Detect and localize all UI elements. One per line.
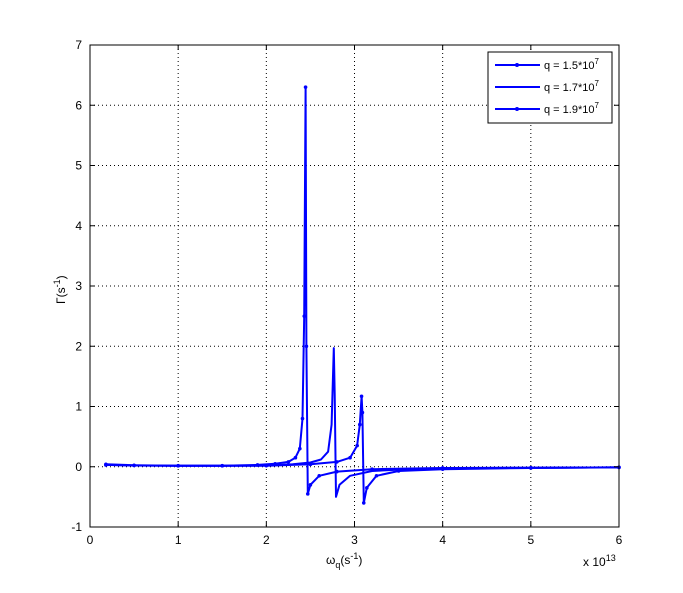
data-point — [359, 394, 364, 399]
data-point — [302, 314, 307, 318]
data-point — [440, 467, 445, 471]
x-tick-label: 5 — [527, 533, 534, 547]
data-point — [396, 469, 401, 473]
x-tick-label: 2 — [263, 533, 270, 547]
legend-label: q = 1.9*107 — [544, 101, 599, 116]
data-point — [360, 410, 365, 415]
data-point — [286, 460, 291, 464]
x-multiplier: x 1013 — [583, 553, 616, 569]
data-point — [308, 483, 313, 487]
y-tick-label: 5 — [75, 159, 82, 173]
data-point — [220, 464, 225, 468]
data-point — [357, 422, 362, 427]
legend-marker — [515, 63, 519, 67]
x-tick-label: 4 — [439, 533, 446, 547]
data-point — [298, 446, 302, 451]
y-tick-label: 2 — [75, 339, 82, 353]
x-tick-label: 3 — [351, 533, 358, 547]
data-point — [317, 473, 322, 478]
grid — [90, 45, 619, 527]
legend-marker — [515, 107, 519, 111]
data-point — [300, 416, 305, 421]
x-axis-label: ωq(s-1) — [326, 551, 362, 570]
y-axis-ticks: -1 0 1 2 3 4 5 6 7 — [71, 38, 619, 534]
series-layer — [104, 85, 621, 505]
legend-item-1: q = 1.5*107 — [495, 57, 599, 72]
x-axis-label-sup: -1 — [350, 551, 358, 561]
data-point — [305, 492, 310, 496]
y-tick-label: 6 — [75, 98, 82, 112]
y-tick-label: 3 — [75, 279, 82, 293]
y-axis-label-sup: -1 — [52, 279, 62, 287]
x-tick-label: 0 — [87, 533, 94, 547]
legend-item-3: q = 1.9*107 — [495, 101, 599, 116]
data-point — [264, 463, 269, 468]
data-point — [348, 455, 352, 460]
data-point — [374, 473, 379, 478]
data-point — [104, 463, 108, 467]
data-point — [303, 85, 308, 89]
series-3 — [104, 394, 621, 505]
data-point — [308, 462, 313, 467]
data-point — [529, 466, 533, 470]
legend-item-2: q = 1.7*107 — [495, 79, 599, 94]
legend-label: q = 1.5*107 — [544, 57, 599, 72]
x-axis-label-sub: q — [335, 560, 340, 570]
data-point — [361, 501, 366, 505]
data-point — [355, 443, 359, 448]
y-tick-label: 7 — [75, 38, 82, 52]
data-point — [335, 460, 339, 464]
x-axis-ticks: 0 1 2 3 4 5 6 — [87, 45, 623, 547]
legend: q = 1.5*107 q = 1.7*107 q = 1.9*107 — [487, 51, 613, 124]
data-point — [365, 486, 369, 490]
y-tick-label: 0 — [75, 460, 82, 474]
data-point — [304, 344, 309, 349]
data-point — [132, 463, 136, 468]
x-multiplier-exp: 13 — [606, 553, 616, 563]
y-tick-label: -1 — [71, 520, 82, 534]
y-tick-label: 4 — [75, 219, 82, 233]
y-axis-label: Γ(s-1) — [52, 275, 68, 304]
x-tick-label: 1 — [175, 533, 182, 547]
data-point — [293, 455, 298, 460]
x-tick-label: 6 — [616, 533, 623, 547]
legend-label: q = 1.7*107 — [544, 79, 599, 94]
data-point — [176, 464, 180, 468]
y-tick-label: 1 — [75, 400, 82, 414]
